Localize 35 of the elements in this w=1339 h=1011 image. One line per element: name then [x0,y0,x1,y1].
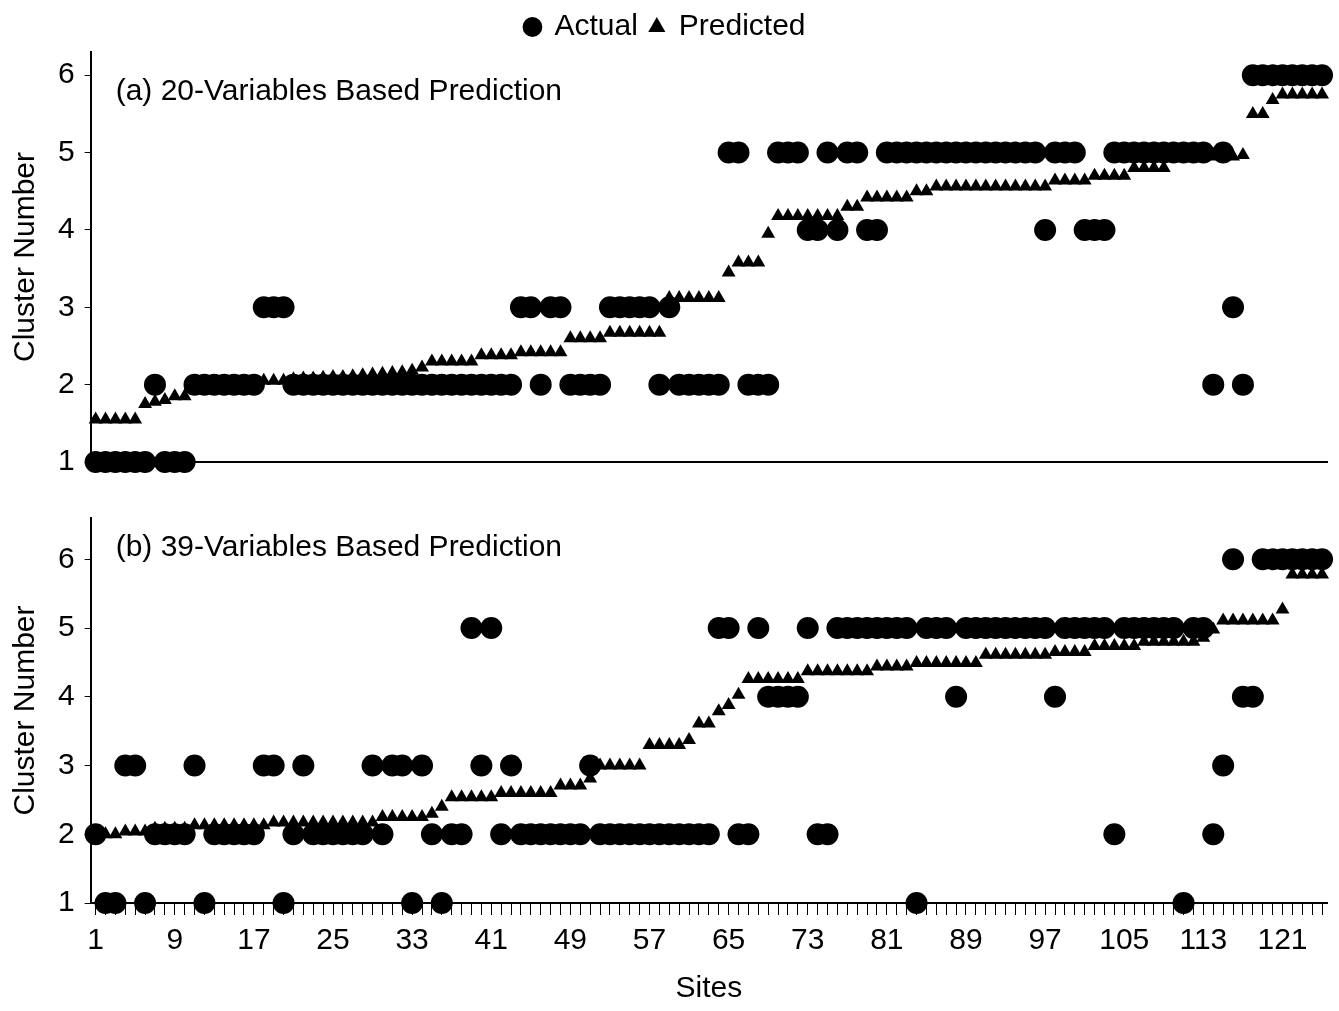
y-tick-label: 5 [58,133,75,167]
x-tick-label: 73 [791,922,825,956]
x-tick-label: 121 [1257,922,1308,956]
y-tick-label: 2 [58,365,75,399]
x-tick-label: 1 [87,922,104,956]
y-tick-label: 6 [58,540,75,574]
legend-label: Actual [554,8,638,42]
x-tick-label: 41 [474,922,508,956]
x-tick-label: 89 [949,922,983,956]
x-tick-label: 49 [553,922,588,956]
x-tick-label: 113 [1179,922,1228,956]
chart-title: (b) 39-Variables Based Prediction [115,529,563,563]
y-tick-label: 5 [58,609,75,643]
x-tick-label: 9 [166,922,184,956]
x-tick-label: 17 [237,922,271,956]
x-tick-label: 33 [395,922,429,956]
x-tick-label: 97 [1028,922,1062,956]
x-tick-label: 105 [1099,922,1150,956]
text: (a) 20-Variables Based Prediction [115,73,563,107]
y-tick-label: 4 [58,678,75,712]
y-tick-label: 2 [58,815,75,849]
y-tick-label: 4 [58,211,75,245]
x-tick-label: 57 [632,922,667,956]
legend-label: Predicted [678,8,806,42]
y-axis-title: Cluster Number [7,151,41,363]
y-tick-label: 3 [58,746,75,780]
y-tick-label: 1 [58,884,75,918]
y-tick-label: 3 [58,288,75,322]
y-axis-title: Cluster Number [7,605,41,816]
x-tick-label: 81 [870,922,904,956]
y-tick-label: 6 [58,56,75,90]
y-tick-label: 1 [58,443,75,477]
x-tick-label: 65 [711,922,746,956]
x-axis-title: Sites [675,970,743,1004]
x-tick-label: 25 [316,922,350,956]
